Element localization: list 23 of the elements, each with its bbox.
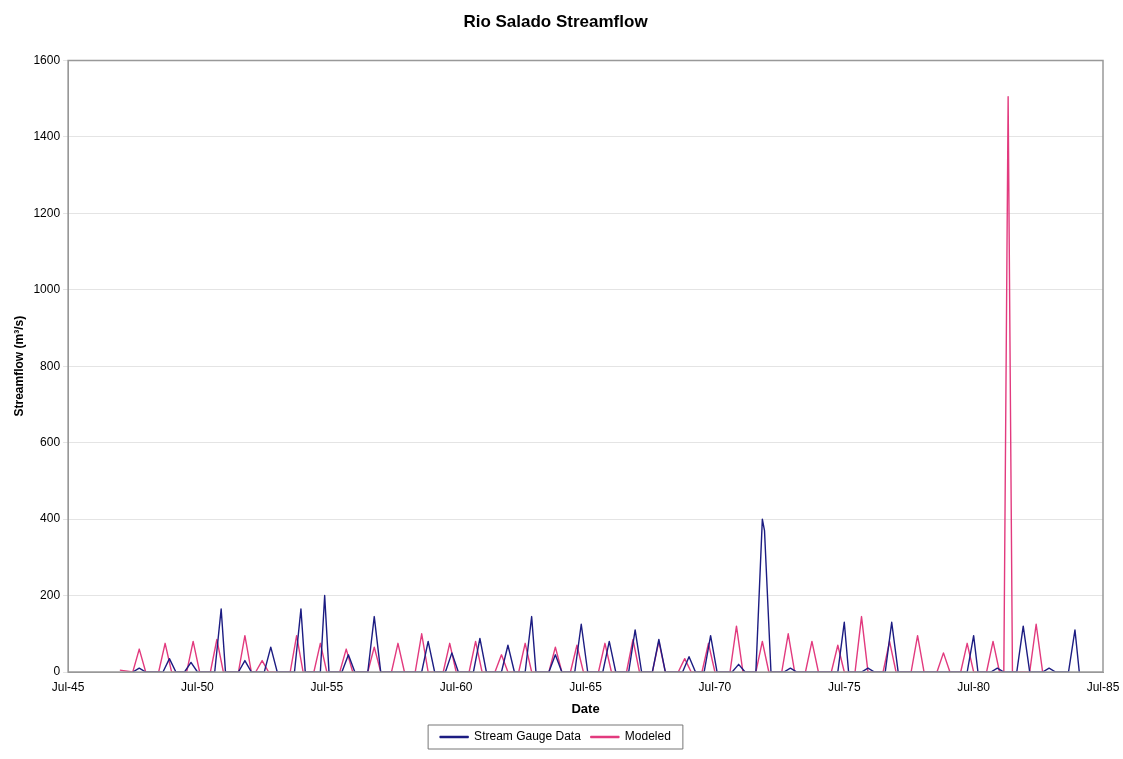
x-tick-label: Jul-60: [439, 679, 473, 694]
x-tick-label: Jul-80: [957, 679, 991, 694]
x-tick-label: Jul-85: [1086, 679, 1120, 694]
y-tick-label: 0: [53, 664, 61, 679]
y-tick-label: 1200: [33, 205, 61, 220]
x-axis-title: Date: [571, 700, 600, 716]
x-tick-label: Jul-75: [827, 679, 861, 694]
x-tick-label: Jul-55: [310, 679, 344, 694]
y-tick-label: 400: [40, 511, 61, 526]
y-tick-label: 1400: [33, 129, 61, 144]
x-tick-label: Jul-65: [569, 679, 603, 694]
x-tick-label: Jul-50: [181, 679, 215, 694]
y-tick-label: 800: [40, 358, 61, 373]
x-tick-label: Jul-70: [698, 679, 732, 694]
y-tick-label: 200: [40, 587, 61, 602]
y-tick-label: 1600: [33, 52, 61, 67]
legend-label: Modeled: [624, 729, 671, 744]
y-tick-label: 1000: [33, 282, 61, 297]
chart-title: Rio Salado Streamflow: [463, 11, 649, 31]
y-tick-label: 600: [40, 434, 61, 449]
x-tick-label: Jul-45: [51, 679, 85, 694]
y-axis-title: Streamflow (m³/s): [11, 315, 26, 417]
legend-label: Stream Gauge Data: [474, 729, 582, 744]
